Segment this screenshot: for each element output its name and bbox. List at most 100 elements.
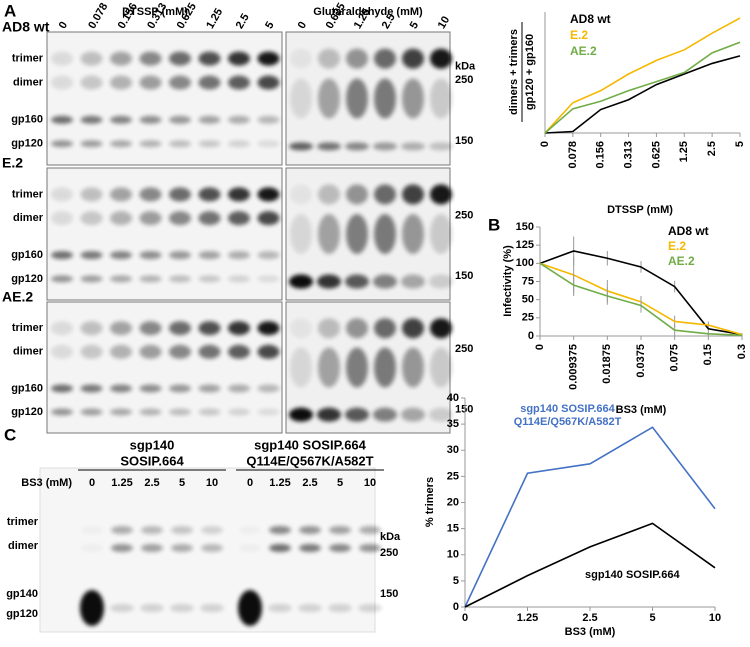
gel-band <box>111 526 133 534</box>
gel-band <box>374 184 396 205</box>
x-tick-label: 0.0375 <box>635 344 647 378</box>
gel-band <box>346 78 368 119</box>
band-label: dimer <box>13 76 44 88</box>
series-line <box>544 55 741 134</box>
gel-band <box>345 274 369 289</box>
gel-band <box>80 115 103 124</box>
row-name: AE.2 <box>2 289 33 305</box>
gel-band <box>257 408 280 416</box>
gel-band <box>401 142 425 151</box>
gel-band <box>51 187 73 202</box>
y-tick-label: 20 <box>447 496 459 508</box>
band-label: dimer <box>8 540 39 552</box>
series-line <box>464 426 716 608</box>
gel-band <box>257 211 280 226</box>
gel-band <box>198 51 221 66</box>
gel-band <box>80 251 103 260</box>
gel-band <box>198 344 221 359</box>
band-label: gp160 <box>11 382 43 394</box>
gel-band <box>200 604 224 612</box>
marker-label: 250 <box>455 209 473 221</box>
marker-label: 250 <box>380 547 398 559</box>
gel-band <box>51 75 73 90</box>
band-label: gp120 <box>11 138 43 150</box>
gel-band <box>80 321 103 336</box>
band-label: trimer <box>12 53 44 65</box>
gel-band <box>139 75 162 90</box>
gel-band <box>139 408 162 416</box>
y-axis-label: dimers + trimers <box>508 29 520 115</box>
y-tick-label: 75 <box>522 275 534 287</box>
group-title: SOSIP.664 <box>120 453 184 468</box>
gel-band <box>401 407 425 422</box>
gel-band <box>228 408 250 416</box>
gel-band <box>257 321 280 336</box>
x-axis-label: BS3 (mM) <box>565 626 616 638</box>
gel-band <box>228 275 250 283</box>
gel-band <box>51 321 73 336</box>
gel-band <box>80 75 103 90</box>
gel-band <box>110 115 132 124</box>
gel-band <box>317 142 341 151</box>
gel-band <box>329 526 351 534</box>
gel-band <box>429 274 453 289</box>
gel-band <box>110 140 132 148</box>
gel-band <box>430 214 452 254</box>
lane-label: 0.078 <box>86 1 110 31</box>
x-tick-label: 0.313 <box>622 141 634 169</box>
series-line <box>544 41 741 134</box>
gel-band <box>373 407 397 422</box>
gel-band <box>402 48 424 69</box>
gel-band <box>402 214 424 254</box>
band-label: trimer <box>12 322 44 334</box>
y-tick-label: 100 <box>516 257 534 269</box>
band-label: gp160 <box>11 114 43 126</box>
gel-band <box>257 251 280 260</box>
y-axis-label: Infectivity (%) <box>502 245 514 317</box>
gel-band <box>198 75 221 90</box>
gel-band <box>80 344 103 359</box>
band-label: gp140 <box>6 588 38 600</box>
gel-band <box>257 187 280 202</box>
gel-band <box>346 347 368 388</box>
gel-band <box>374 48 396 69</box>
x-tick-label: 2.5 <box>582 612 597 624</box>
legend-label: E.2 <box>668 239 686 253</box>
y-tick-label: 15 <box>447 523 459 535</box>
gel-band <box>169 275 191 283</box>
gel-band <box>373 142 397 151</box>
gel-band <box>359 544 381 552</box>
gel-band <box>110 75 132 90</box>
gel-band <box>228 211 250 226</box>
gel-band <box>139 321 162 336</box>
gels: 0 0.078 0.156 0.313 0.625 1.25 2.5 5 0 0.625 1.25 2… <box>2 1 476 633</box>
legend-label: AE.2 <box>570 44 597 58</box>
series-label-text: sgp140 SOSIP.664 Q114E/Q567K/A582T <box>513 403 622 428</box>
y-tick-label: 150 <box>516 221 534 233</box>
group-title: sgp140 SOSIP.664 <box>254 437 367 452</box>
gel-band <box>198 140 221 148</box>
gel-band <box>430 347 452 388</box>
lane-label: 10 <box>364 477 376 489</box>
gel-band <box>269 526 291 534</box>
gel-band <box>141 544 163 552</box>
gel-band <box>298 604 322 612</box>
gel-band <box>140 604 164 612</box>
bs3-label: BS3 (mM) <box>21 477 72 489</box>
gel-band <box>257 75 280 90</box>
gel-band <box>170 604 194 612</box>
series-line <box>539 262 743 337</box>
gel-band <box>201 526 223 534</box>
marker-label: 150 <box>455 135 473 147</box>
gel-band <box>169 187 191 202</box>
legend-label: AD8 wt <box>668 224 709 238</box>
x-tick-label: 0.625 <box>650 141 662 169</box>
gel-band <box>169 115 191 124</box>
x-tick-label: 1.25 <box>517 612 538 624</box>
gel-band <box>257 140 280 148</box>
gel-band <box>228 321 250 336</box>
band-label: dimer <box>13 212 44 224</box>
gel-band <box>358 604 382 612</box>
y-tick-label: 5 <box>453 575 459 587</box>
lane-label: 2.5 <box>234 12 252 31</box>
